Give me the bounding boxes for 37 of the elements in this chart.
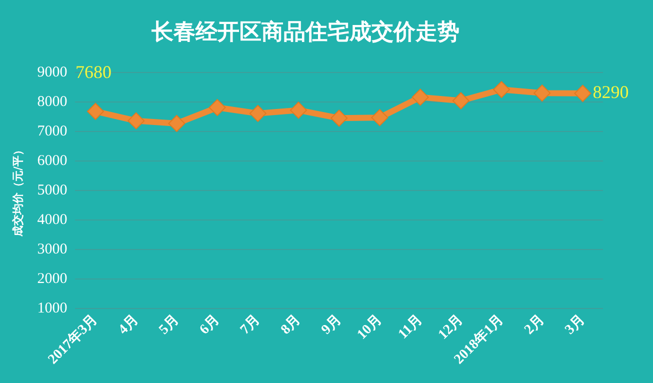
x-tick-label: 4月 [116, 312, 142, 338]
point [412, 88, 429, 106]
data-label: 8290 [592, 82, 629, 102]
y-tick-label: 4000 [37, 212, 68, 228]
point [128, 112, 145, 130]
x-tick-label: 9月 [319, 312, 344, 338]
y-tick-label: 6000 [37, 152, 68, 169]
y-tick-label: 5000 [37, 182, 68, 198]
point [534, 84, 551, 102]
y-tick-label: 8000 [37, 94, 68, 110]
point [87, 102, 104, 120]
x-tick-label: 2月 [522, 312, 548, 338]
x-tick-label: 8月 [278, 312, 304, 338]
y-tick-label: 2000 [37, 270, 68, 287]
x-tick-label: 5月 [156, 312, 182, 338]
point [493, 81, 510, 98]
x-tick-label: 7月 [238, 312, 264, 338]
point [452, 92, 470, 110]
point [290, 102, 307, 119]
y-tick-label: 9000 [37, 64, 68, 80]
point [208, 99, 226, 116]
x-tick-label: 3月 [562, 312, 588, 338]
point [371, 109, 388, 126]
y-axis-title: 成交均价（元/平） [11, 144, 24, 238]
y-tick-label: 1000 [37, 300, 68, 317]
point [168, 114, 186, 132]
x-tick-label: 10月 [354, 312, 386, 343]
x-tick-label: 11月 [396, 312, 426, 342]
x-tick-label: 12月 [436, 312, 466, 343]
x-tick-label: 6月 [197, 312, 223, 338]
point [574, 84, 592, 102]
point [330, 110, 348, 127]
data-label: 7680 [76, 62, 112, 82]
chart-title: 长春经开区商品住宅成交价走势 [150, 18, 460, 44]
y-tick-label: 3000 [37, 241, 68, 258]
point [249, 104, 266, 122]
y-tick-label: 7000 [37, 123, 68, 140]
